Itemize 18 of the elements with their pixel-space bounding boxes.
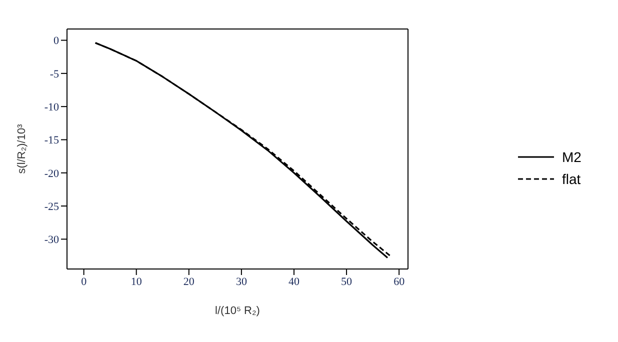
- x-tick-label: 40: [288, 276, 300, 288]
- x-tick-label: 30: [236, 276, 248, 288]
- y-tick-label: -5: [50, 68, 60, 80]
- y-tick-label: -25: [44, 200, 60, 213]
- x-tick-label: 20: [183, 276, 195, 288]
- x-tick-label: 10: [130, 276, 142, 288]
- y-tick-label: -30: [44, 234, 60, 246]
- legend-label: flat: [562, 171, 581, 187]
- y-axis-title: s(l/R₂)/10³: [16, 124, 28, 174]
- y-tick-label: 0: [54, 35, 60, 48]
- y-tick-label: -15: [44, 134, 60, 147]
- x-tick-label: 60: [394, 276, 406, 288]
- y-tick-label: -20: [44, 168, 60, 180]
- x-axis-title: l/(10⁵ R₂): [215, 305, 260, 317]
- x-tick-label: 50: [341, 276, 353, 288]
- legend-label: M2: [562, 149, 582, 165]
- x-tick-label: 0: [81, 276, 88, 288]
- y-tick-label: -10: [44, 101, 60, 114]
